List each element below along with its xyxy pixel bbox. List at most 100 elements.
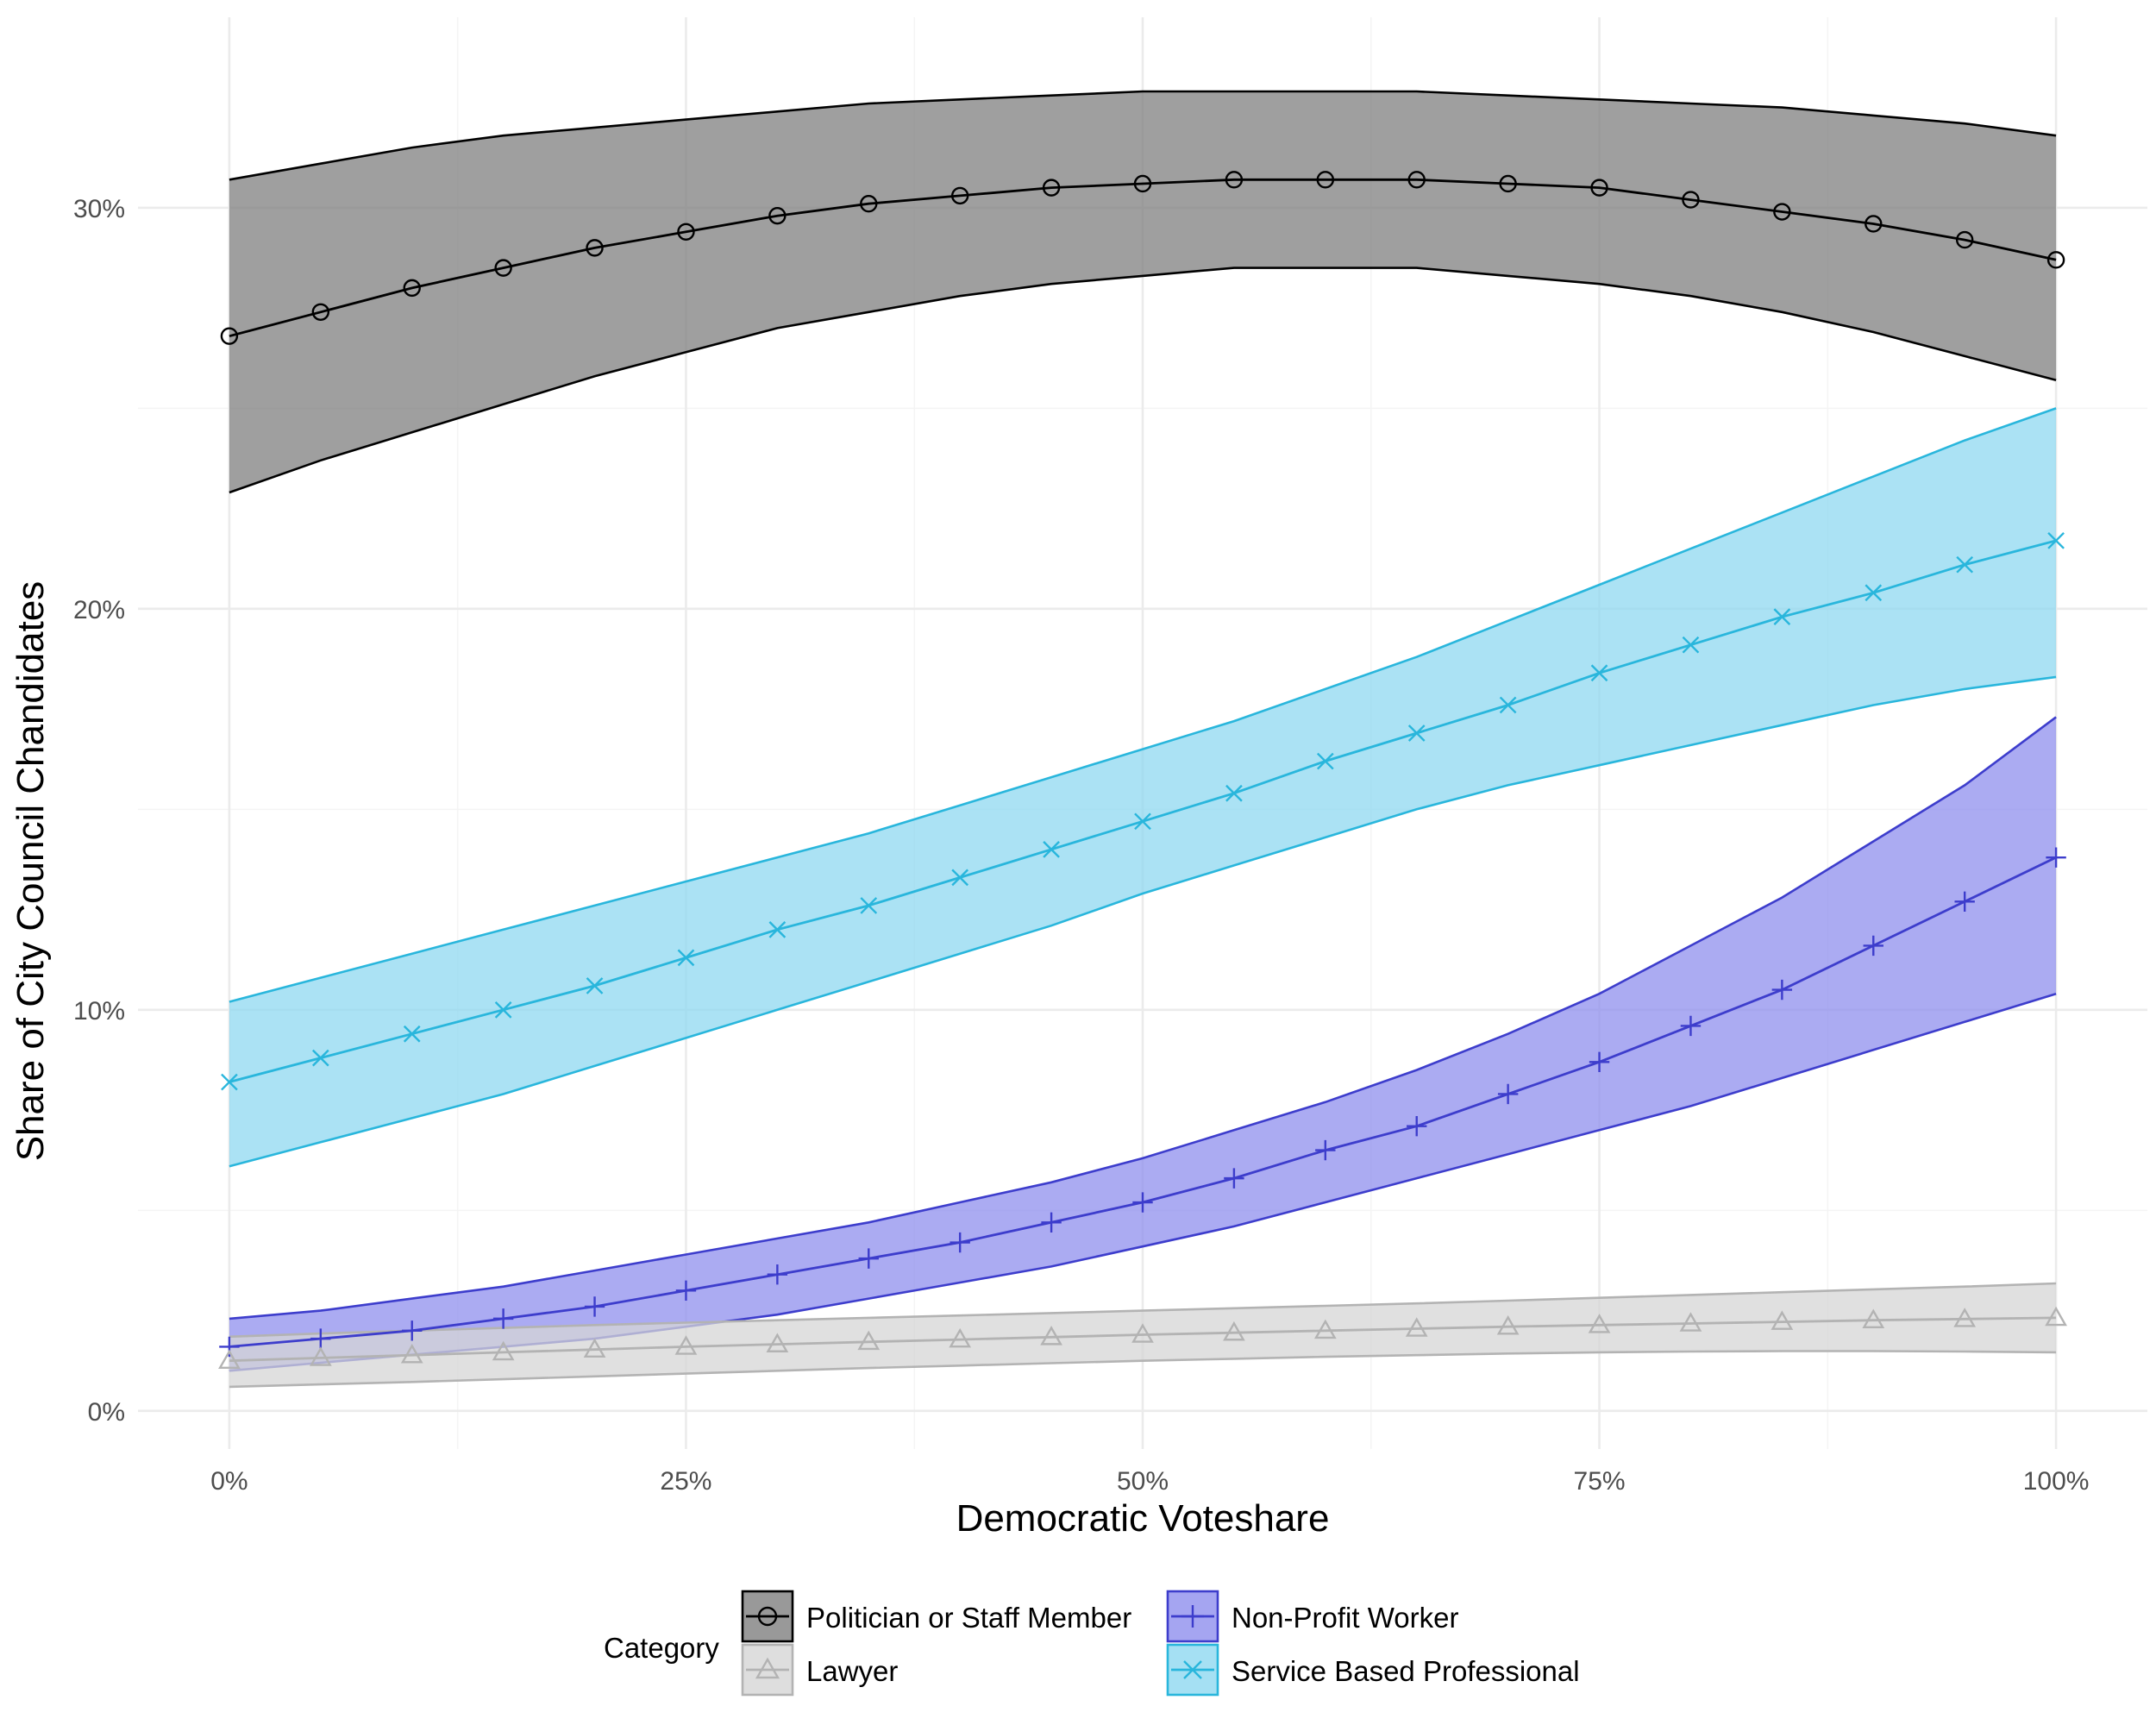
point-cross [1682,636,1700,654]
point-circle [1590,179,1608,197]
point-plus [1863,935,1883,957]
point-triangle [1862,1308,1885,1329]
y-axis-tick-labels: 0% 10% 20% 30% [73,195,125,1427]
point-plus [1954,891,1975,912]
point-circle [1682,191,1700,209]
point-circle [1042,179,1061,197]
point-circle [1133,174,1152,193]
band-lower-politician-or-staff-member [229,267,2057,494]
point-plus [1497,1083,1519,1105]
point-triangle [1953,1308,1977,1327]
point-circle [2046,251,2065,269]
x-tick-label: 50% [1117,1467,1169,1496]
point-circle [1316,171,1335,189]
point-cross [1183,1660,1202,1679]
line-politician-or-staff-member [229,178,2057,338]
y-tick-label: 30% [73,195,125,223]
point-triangle [2045,1306,2067,1327]
band-politician-or-staff-member [229,91,2057,492]
legend-title: Category [604,1632,719,1664]
point-triangle [492,1340,515,1361]
point-plus [1589,1051,1610,1072]
x-axis-tick-labels: 0% 25% 50% 75% 100% [210,1467,2089,1496]
y-tick-label: 20% [73,596,125,624]
point-triangle [1040,1326,1062,1346]
point-plus [402,1320,423,1341]
point-circle [1499,174,1517,193]
legend-label-politician: Politician or Staff Member [806,1602,1131,1634]
x-axis-title: Democratic Voteshare [956,1497,1330,1540]
legend-keys [741,1590,1219,1697]
band-upper-lawyer [229,1282,2057,1339]
legend: Category Politician or Staff Member Non-… [604,1590,1580,1697]
confidence-bands [229,90,2057,1389]
point-cross [860,897,878,914]
point-circle [403,279,421,298]
band-service-based-professional [229,408,2057,1167]
point-circle [220,327,239,345]
point-circle [757,1606,778,1627]
point-cross [1225,784,1243,802]
point-triangle [1131,1323,1154,1343]
point-cross [494,1000,512,1019]
point-cross [1956,555,1974,574]
point-triangle [583,1338,606,1358]
point-circle [311,303,330,321]
point-cross [768,920,787,938]
point-plus [584,1296,605,1317]
point-plus [492,1308,514,1329]
point-cross [311,1049,329,1067]
line-lawyer [229,1316,2057,1363]
point-triangle [400,1343,423,1364]
point-cross [586,977,604,994]
point-circle [677,223,695,241]
point-triangle [755,1657,780,1679]
point-triangle [766,1333,789,1352]
x-tick-label: 0% [210,1467,248,1496]
point-triangle [1223,1320,1245,1341]
point-circle [860,195,878,213]
point-cross [1499,696,1517,714]
point-plus [858,1248,879,1269]
point-cross [403,1025,421,1043]
point-plus [1680,1015,1702,1037]
point-circle [1955,230,1974,249]
point-cross [677,949,695,967]
point-triangle [1496,1314,1520,1335]
point-cross [1043,840,1060,858]
point-plus [1771,979,1793,1000]
point-triangle [1588,1314,1611,1333]
point-triangle [949,1327,972,1348]
point-circle [586,239,604,257]
point-plus [767,1264,788,1285]
point-circle [1865,215,1883,233]
legend-label-lawyer: Lawyer [806,1655,898,1687]
point-cross [1865,584,1883,602]
point-plus [310,1328,331,1349]
point-plus [950,1232,970,1253]
point-plus [675,1280,697,1302]
band-non-profit-worker [229,717,2057,1371]
point-circle [1407,171,1426,189]
x-tick-label: 100% [2023,1467,2090,1496]
band-upper-non-profit-worker [229,716,2057,1320]
point-plus [1041,1212,1062,1233]
point-circle [768,206,787,225]
point-triangle [1679,1312,1702,1332]
x-tick-label: 75% [1574,1467,1626,1496]
point-triangle [218,1349,241,1369]
point-triangle [1771,1310,1794,1330]
band-lower-lawyer [229,1350,2057,1389]
point-plus [1407,1115,1427,1137]
x-tick-label: 25% [660,1467,711,1496]
point-triangle [309,1346,332,1366]
point-cross [1134,812,1151,831]
point-circle [1225,171,1244,189]
point-plus [1132,1192,1153,1213]
band-upper-politician-or-staff-member [229,90,2057,181]
point-circle [494,259,512,277]
y-tick-label: 0% [88,1398,125,1427]
point-plus [2046,847,2066,868]
point-circle [1773,203,1791,221]
point-cross [951,869,969,887]
